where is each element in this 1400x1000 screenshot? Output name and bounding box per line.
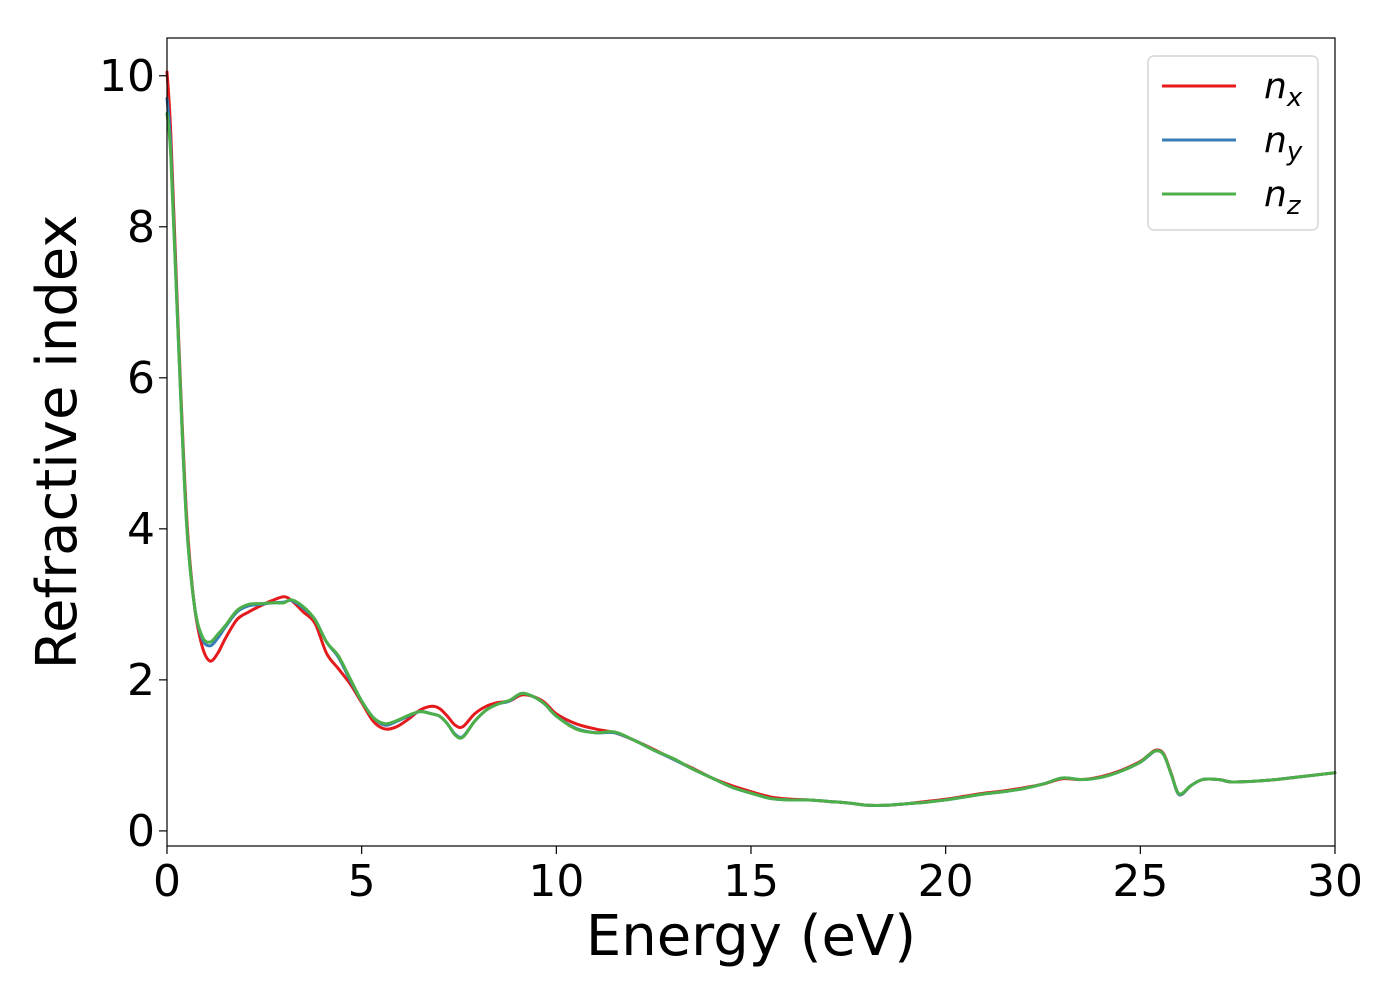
legend-label-subscript: x <box>1286 83 1303 113</box>
y-axis-label: Refractive index <box>25 215 90 670</box>
legend-label-main: n <box>1264 174 1287 215</box>
x-tick-label: 15 <box>723 856 779 907</box>
y-axis-ticks: 0 2 4 6 8 10 <box>99 51 167 857</box>
y-tick-label: 0 <box>127 806 155 857</box>
x-tick-label: 30 <box>1307 856 1363 907</box>
legend-label-main: n <box>1264 66 1287 107</box>
legend-box <box>1147 55 1319 231</box>
legend-label: nz <box>1264 174 1302 221</box>
y-tick-label: 4 <box>127 504 155 555</box>
x-tick-label: 25 <box>1112 856 1168 907</box>
legend-label: ny <box>1264 120 1303 167</box>
y-tick-label: 8 <box>127 202 155 253</box>
legend-label-subscript: y <box>1286 137 1303 167</box>
x-tick-label: 10 <box>528 856 584 907</box>
y-tick-label: 6 <box>127 353 155 404</box>
series-line-n-z <box>165 112 1337 807</box>
x-axis-label: Energy (eV) <box>586 904 916 969</box>
legend-label-main: n <box>1264 120 1287 161</box>
y-tick-label: 10 <box>99 51 155 102</box>
plot-background <box>167 38 1335 846</box>
x-tick-label: 5 <box>348 856 376 907</box>
x-tick-label: 20 <box>918 856 974 907</box>
x-axis-ticks: 0 5 10 15 20 25 30 <box>153 846 1363 907</box>
legend-label: nx <box>1264 66 1303 113</box>
legend-label-subscript: z <box>1286 191 1302 221</box>
y-tick-label: 2 <box>127 655 155 706</box>
series-layer <box>165 70 1337 807</box>
x-tick-label: 0 <box>153 856 181 907</box>
